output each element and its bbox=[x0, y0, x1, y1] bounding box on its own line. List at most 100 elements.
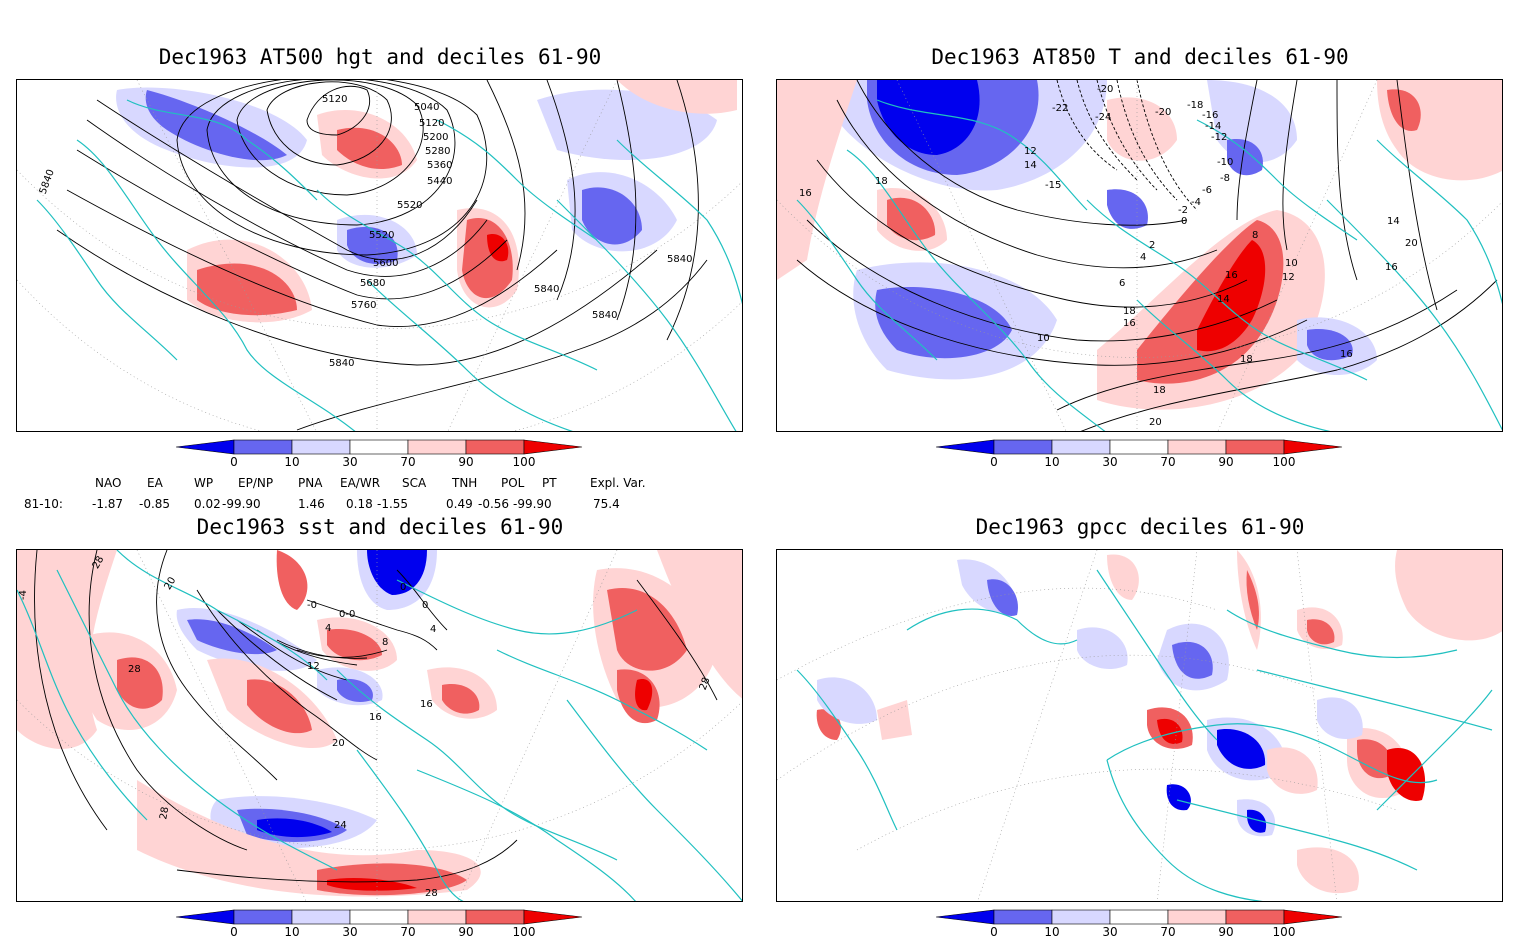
colorbar-swatches bbox=[175, 439, 583, 455]
index-header: EA bbox=[147, 476, 163, 490]
contour-label: 0 bbox=[400, 582, 406, 593]
contour-label: 5840 bbox=[534, 284, 559, 295]
colorbar-segment bbox=[1225, 439, 1285, 455]
contour-label: 5440 bbox=[427, 176, 452, 187]
contour-label: -15 bbox=[1045, 180, 1061, 191]
colorbar-segment bbox=[407, 439, 467, 455]
coastlines bbox=[17, 550, 742, 901]
contour-labels: 5120 5040 5120 5200 5280 5360 5440 5520 … bbox=[38, 94, 693, 369]
contour-labels: -20 -22 -24 -20 -18 -16 -14 -12 -10 -8 -… bbox=[799, 84, 1418, 428]
index-value: 0.02 bbox=[194, 497, 221, 511]
colorbar-segment bbox=[1225, 909, 1285, 925]
contour-label: 18 bbox=[1123, 306, 1136, 317]
colorbar-tick-label: 70 bbox=[1160, 925, 1176, 939]
contour-label: 4 bbox=[1140, 252, 1146, 263]
contour-label: 4 bbox=[430, 624, 436, 635]
contour-label: 0 bbox=[1181, 216, 1187, 227]
colorbar-tick-label: 30 bbox=[342, 925, 358, 939]
height-contours bbox=[56, 80, 708, 431]
contour-label: 18 bbox=[1240, 354, 1253, 365]
colorbar-tick-label: 0 bbox=[990, 925, 998, 939]
index-value: -1.55 bbox=[377, 497, 409, 511]
index-value: 1.46 bbox=[298, 497, 325, 511]
coastlines bbox=[796, 99, 1502, 431]
colorbar-tick-label: 100 bbox=[1272, 455, 1296, 469]
decile-shading bbox=[816, 550, 1502, 894]
index-header: SCA bbox=[402, 476, 427, 490]
contour-label: 5840 bbox=[667, 254, 692, 265]
map-hgt500: 5120 5040 5120 5200 5280 5360 5440 5520 … bbox=[17, 80, 742, 431]
colorbar-segment bbox=[233, 909, 293, 925]
map-panel-hgt500: 5120 5040 5120 5200 5280 5360 5440 5520 … bbox=[16, 79, 743, 432]
contour-label: -24 bbox=[1095, 112, 1111, 123]
index-value: 75.4 bbox=[593, 497, 620, 511]
panel-title-hgt500: Dec1963 AT500 hgt and deciles 61-90 bbox=[158, 45, 602, 69]
colorbar-hgt500: 0 10 30 70 90 100 bbox=[175, 439, 586, 469]
contour-label: 6 bbox=[1119, 278, 1125, 289]
contour-label: -12 bbox=[1211, 132, 1227, 143]
colorbar-segment bbox=[1167, 439, 1227, 455]
contour-label: 16 bbox=[1225, 270, 1238, 281]
coastlines bbox=[36, 99, 742, 431]
contour-label: 5520 bbox=[397, 200, 422, 211]
colorbar-swatches bbox=[175, 909, 583, 925]
map-panel-sst: 28 20 -0 0 4 8 12 16 16 20 24 28 28 28 0… bbox=[16, 549, 743, 902]
contour-label: 14 bbox=[1387, 216, 1400, 227]
contour-label: 2 bbox=[1149, 240, 1155, 251]
graticule bbox=[17, 80, 742, 431]
contour-label: 10 bbox=[1285, 258, 1298, 269]
contour-label: 12 bbox=[1282, 272, 1295, 283]
map-panel-t850: -20 -22 -24 -20 -18 -16 -14 -12 -10 -8 -… bbox=[776, 79, 1503, 432]
index-header: TNH bbox=[452, 476, 478, 490]
contour-label: -20 bbox=[1097, 84, 1113, 95]
colorbar-tick-label: 70 bbox=[1160, 455, 1176, 469]
decile-shading bbox=[116, 80, 737, 323]
contour-label: -16 bbox=[1202, 110, 1218, 121]
decile-shading bbox=[777, 80, 1502, 410]
index-header: Expl. Var. bbox=[590, 476, 646, 490]
colorbar-segment bbox=[935, 909, 995, 925]
colorbar-tick-label: 70 bbox=[400, 455, 416, 469]
colorbar-tick-label: 0 bbox=[230, 455, 238, 469]
contour-label: 5120 bbox=[322, 94, 347, 105]
colorbar-tick-label: 10 bbox=[1044, 925, 1060, 939]
contour-label: 5200 bbox=[423, 132, 448, 143]
contour-label: 5680 bbox=[360, 278, 385, 289]
contour-label: -4 bbox=[18, 590, 29, 600]
colorbar-segment bbox=[349, 439, 409, 455]
colorbar-segment bbox=[523, 439, 583, 455]
contour-label: 5840 bbox=[329, 358, 354, 369]
contour-label: -22 bbox=[1052, 103, 1068, 114]
contour-label: 12 bbox=[1024, 146, 1037, 157]
colorbar-tick-label: 70 bbox=[400, 925, 416, 939]
contour-label: 5760 bbox=[351, 300, 376, 311]
index-row-label: 81-10: bbox=[24, 497, 63, 511]
contour-label: -8 bbox=[1220, 173, 1230, 184]
colorbar-tick-label: 100 bbox=[1272, 925, 1296, 939]
colorbar-segment bbox=[523, 909, 583, 925]
colorbar-segment bbox=[993, 439, 1053, 455]
index-header: WP bbox=[194, 476, 214, 490]
index-value: -0.85 bbox=[139, 497, 171, 511]
contour-label: 5360 bbox=[427, 160, 452, 171]
colorbar-segment bbox=[175, 439, 235, 455]
contour-label: 5840 bbox=[38, 168, 57, 196]
contour-label: 0-0 bbox=[339, 609, 355, 620]
contour-label: 10 bbox=[1037, 333, 1050, 344]
graticule bbox=[777, 550, 1398, 901]
index-value: -99.90 bbox=[513, 497, 552, 511]
contour-label: 12 bbox=[307, 661, 320, 672]
colorbar-tick-label: 90 bbox=[458, 925, 474, 939]
index-value: -0.56 bbox=[478, 497, 510, 511]
contour-label: 20 bbox=[332, 738, 345, 749]
contour-label: 28 bbox=[698, 676, 713, 692]
contour-label: 18 bbox=[1153, 385, 1166, 396]
contour-label: 4 bbox=[325, 623, 331, 634]
index-value: 0.49 bbox=[446, 497, 473, 511]
colorbar-tick-label: 10 bbox=[284, 925, 300, 939]
index-header: EA/WR bbox=[340, 476, 381, 490]
contour-label: -2 bbox=[1178, 205, 1188, 216]
contour-label: -4 bbox=[1191, 197, 1201, 208]
colorbar-tick-label: 30 bbox=[1102, 925, 1118, 939]
colorbar-gpcc: 0 10 30 70 90 100 bbox=[935, 909, 1346, 939]
